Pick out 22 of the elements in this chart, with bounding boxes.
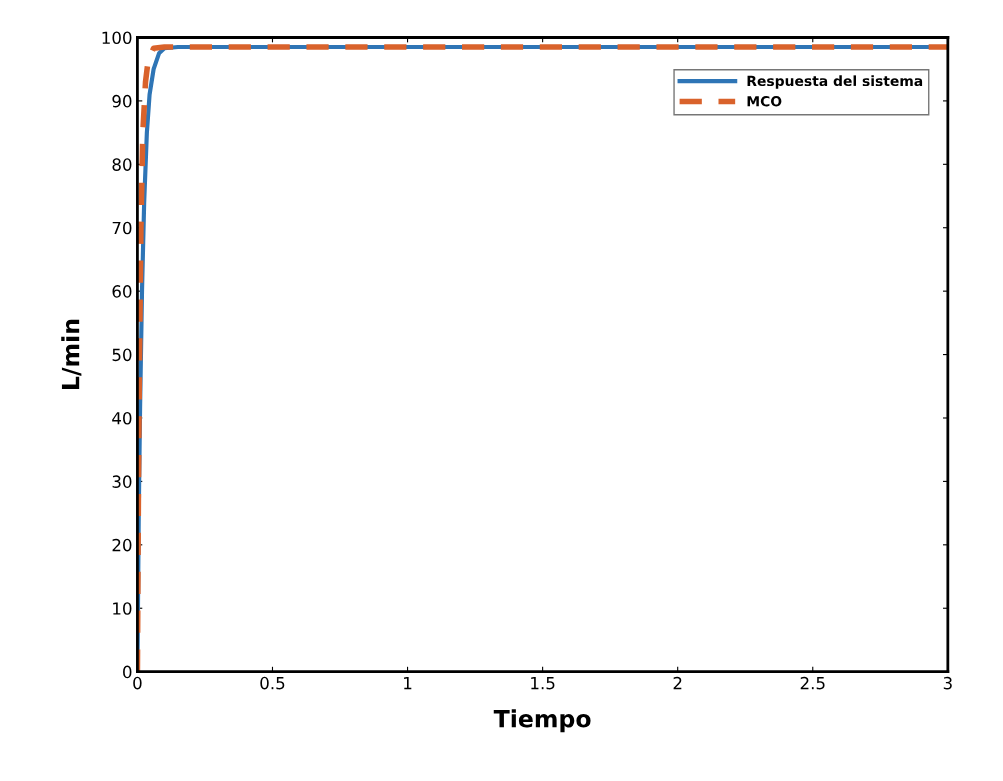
y-tick-label: 40 xyxy=(112,411,132,425)
y-tick-label: 90 xyxy=(112,94,132,108)
legend-label: Respuesta del sistema xyxy=(747,75,923,89)
y-tick-label: 60 xyxy=(112,285,132,298)
x-tick-label: 1 xyxy=(404,677,412,690)
legend-label: MCO xyxy=(747,95,782,107)
x-tick-label: 3 xyxy=(943,676,952,690)
y-tick-label: 0 xyxy=(123,665,132,679)
y-tick-label: 50 xyxy=(112,348,132,362)
x-axis-title: Tiempo xyxy=(493,709,591,733)
y-tick-label: 70 xyxy=(112,221,132,235)
x-tick-label: 2.5 xyxy=(800,676,825,690)
x-tick-label: 0 xyxy=(133,676,142,690)
y-axis-title: L/min xyxy=(61,319,82,389)
y-tick-label: 10 xyxy=(113,602,132,615)
x-tick-label: 0.5 xyxy=(260,676,285,690)
x-tick-label: 2 xyxy=(673,676,682,690)
y-tick-label: 20 xyxy=(112,538,132,552)
y-tick-label: 80 xyxy=(112,158,132,171)
y-tick-label: 30 xyxy=(112,475,132,488)
y-tick-label: 100 xyxy=(102,31,132,45)
x-tick-label: 1.5 xyxy=(531,677,555,690)
